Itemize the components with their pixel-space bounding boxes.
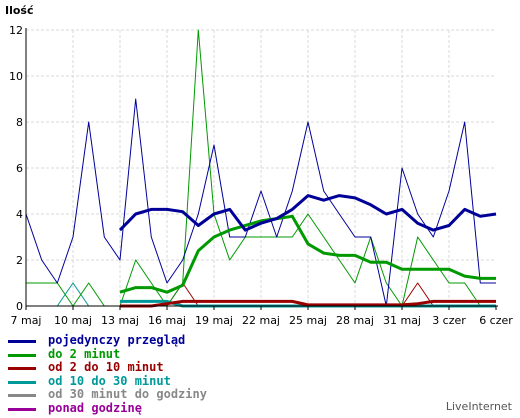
x-tick-label: 25 maj — [289, 314, 327, 327]
trend-line — [119, 214, 496, 294]
y-tick-label: 8 — [16, 116, 23, 129]
x-tick-label: 10 maj — [54, 314, 92, 327]
trend-line — [120, 299, 496, 308]
y-tick-label: 2 — [16, 254, 23, 267]
x-tick-label: 16 maj — [148, 314, 186, 327]
legend-swatch — [8, 394, 36, 397]
y-tick-label: 0 — [16, 300, 23, 313]
y-tick-labels: 0 2 4 6 8 10 12 — [9, 24, 23, 313]
series-line — [25, 98, 496, 307]
legend-label: od 30 minut do godziny — [48, 387, 207, 401]
x-tick-label: 13 maj — [101, 314, 139, 327]
x-tick-label: 22 maj — [242, 314, 280, 327]
y-tick-label: 12 — [9, 24, 23, 37]
grid — [26, 29, 496, 306]
y-tick-label: 6 — [16, 162, 23, 175]
x-tick-label: 31 maj — [383, 314, 421, 327]
y-tick-label: 10 — [9, 70, 23, 83]
y-axis-label: Ilość — [5, 4, 34, 17]
legend-swatch — [8, 353, 36, 357]
legend-label: od 10 do 30 minut — [48, 373, 171, 388]
x-tick-label: 7 maj — [10, 314, 41, 327]
legend-swatch — [8, 367, 36, 370]
legend-swatch — [8, 407, 36, 411]
legend-label: ponad godzinę — [48, 400, 142, 415]
trend-line — [118, 194, 497, 232]
x-tick-label: 19 maj — [195, 314, 233, 327]
x-tick-label: 28 maj — [336, 314, 374, 327]
legend-swatch — [8, 340, 36, 343]
chart: Ilość 0 2 4 6 8 10 12 7 maj 10 maj 13 maj 16 maj 1… — [5, 4, 513, 327]
legend-swatch — [8, 380, 36, 384]
x-tick-label: 3 czer — [432, 314, 466, 327]
axes — [25, 28, 498, 310]
x-tick-labels: 7 maj 10 maj 13 maj 16 maj 19 maj 22 maj 25 ma… — [10, 314, 513, 327]
brand-label: LiveInternet — [445, 400, 512, 413]
x-tick-label: 6 czer — [479, 314, 513, 327]
legend-label: pojedynczy przegląd — [48, 333, 186, 347]
y-tick-label: 4 — [16, 208, 23, 221]
legend-label: od 2 do 10 minut — [48, 360, 164, 374]
legend-label: do 2 minut — [48, 346, 121, 361]
